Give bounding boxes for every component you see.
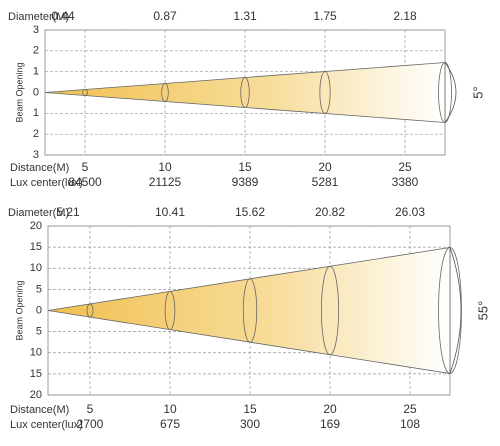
y-tick-label: 5 xyxy=(36,326,42,338)
y-tick-label: 15 xyxy=(30,241,42,253)
y-tick-label: 20 xyxy=(30,389,42,401)
y-tick-label: 1 xyxy=(33,66,39,78)
beam-section xyxy=(242,278,258,343)
lux-value: 84500 xyxy=(68,175,102,189)
distance-value: 25 xyxy=(398,160,412,174)
diameter-value: 1.75 xyxy=(313,9,337,23)
lux-label: Lux center(lux) xyxy=(10,419,83,431)
distance-label: Distance(M) xyxy=(10,404,69,416)
beam-angle: 55° xyxy=(475,301,490,321)
y-tick-label: 20 xyxy=(30,220,42,232)
y-tick-label: 5 xyxy=(36,283,42,295)
y-tick-label: 10 xyxy=(30,347,42,359)
diameter-value: 1.31 xyxy=(233,9,257,23)
distance-value: 25 xyxy=(403,402,417,416)
distance-value: 20 xyxy=(318,160,332,174)
lux-label: Lux center(lux) xyxy=(10,177,83,189)
diameter-value: 5.21 xyxy=(56,205,80,219)
beam-section xyxy=(320,265,340,356)
diameter-value: 20.82 xyxy=(315,205,345,219)
lux-value: 675 xyxy=(160,417,180,431)
beam-section xyxy=(161,83,169,102)
beam-angle: 5° xyxy=(470,86,485,98)
diameter-value: 15.62 xyxy=(235,205,265,219)
y-tick-label: 15 xyxy=(30,368,42,380)
distance-value: 15 xyxy=(238,160,252,174)
beam-section xyxy=(86,303,94,318)
y-tick-label: 0 xyxy=(36,304,42,316)
distance-value: 5 xyxy=(87,402,94,416)
lux-value: 169 xyxy=(320,417,340,431)
diameter-value: 26.03 xyxy=(395,205,425,219)
y-tick-label: 10 xyxy=(30,262,42,274)
lux-value: 300 xyxy=(240,417,260,431)
beam-section xyxy=(319,71,331,114)
beam-section xyxy=(82,89,88,96)
lux-value: 3380 xyxy=(392,175,419,189)
y-tick-label: 2 xyxy=(33,128,39,140)
distance-label: Distance(M) xyxy=(10,162,69,174)
diameter-value: 2.18 xyxy=(393,9,417,23)
distance-value: 10 xyxy=(158,160,172,174)
distance-value: 10 xyxy=(163,402,177,416)
beam-section xyxy=(164,290,176,331)
distance-value: 5 xyxy=(82,160,89,174)
angle-arc xyxy=(444,62,457,123)
diameter-value: 10.41 xyxy=(155,205,185,219)
axis-label: Beam Opening xyxy=(14,62,24,122)
y-tick-label: 0 xyxy=(33,86,39,98)
lux-value: 21125 xyxy=(149,175,182,189)
beam-cone xyxy=(47,247,451,374)
diameter-label: Diameter(M) xyxy=(8,11,69,23)
diameter-label: Diameter(M) xyxy=(8,207,69,219)
distance-value: 15 xyxy=(243,402,257,416)
y-tick-label: 2 xyxy=(33,45,39,57)
lux-value: 108 xyxy=(400,417,420,431)
lux-value: 5281 xyxy=(312,175,339,189)
y-tick-label: 3 xyxy=(33,149,39,161)
angle-arc xyxy=(449,247,462,374)
lux-value: 2700 xyxy=(77,417,104,431)
y-tick-label: 1 xyxy=(33,107,39,119)
beam-section xyxy=(240,77,250,108)
diameter-value: 0.44 xyxy=(51,9,75,23)
y-tick-label: 3 xyxy=(33,24,39,36)
distance-value: 20 xyxy=(323,402,337,416)
lux-value: 9389 xyxy=(232,175,259,189)
axis-label: Beam Opening xyxy=(14,280,24,340)
diameter-value: 0.87 xyxy=(153,9,177,23)
